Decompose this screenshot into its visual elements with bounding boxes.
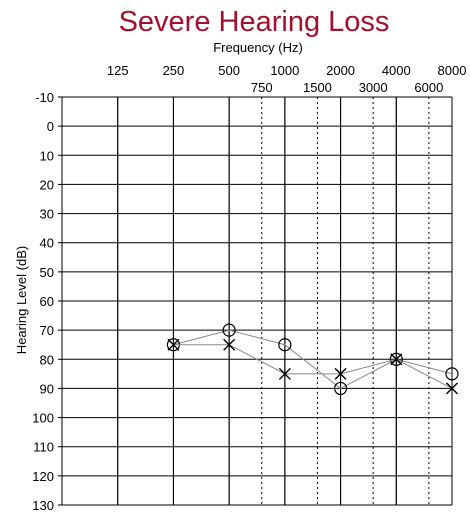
data-series <box>166 323 459 396</box>
series-line-circle <box>173 329 453 390</box>
x-tick-label-major: 125 <box>107 63 129 78</box>
y-tick-label: 120 <box>32 469 54 484</box>
x-marker-stroke <box>167 338 180 351</box>
data-point-circle <box>278 338 292 352</box>
y-tick-label: 90 <box>40 381 54 396</box>
tick-labels: -10 0 10 20 30 40 50 60 70 80 90 100 110 120 130 125 250… <box>32 63 466 513</box>
y-tick-label: -10 <box>35 90 54 105</box>
y-tick-label: 70 <box>40 323 54 338</box>
y-tick-label: 20 <box>40 177 54 192</box>
data-point-x <box>278 367 291 380</box>
y-tick-label: 130 <box>32 498 54 513</box>
series-line-x <box>173 344 453 389</box>
x-tick-label-major: 2000 <box>326 63 355 78</box>
x-tick-label-minor: 750 <box>251 80 273 95</box>
x-tick-label-major: 500 <box>218 63 240 78</box>
y-tick-label: 110 <box>33 440 54 455</box>
x-tick-label-major: 4000 <box>382 63 411 78</box>
x-marker-stroke <box>278 367 291 380</box>
data-point-circle <box>445 367 459 381</box>
x-marker-stroke <box>223 338 236 351</box>
chart-title: Severe Hearing Loss <box>119 6 390 38</box>
data-point-x <box>223 338 236 351</box>
grid <box>58 96 453 506</box>
y-tick-label: 40 <box>40 236 54 251</box>
x-marker-stroke <box>390 353 403 366</box>
x-tick-label-major: 250 <box>163 63 185 78</box>
x-tick-label-minor: 6000 <box>414 80 443 95</box>
data-point-x <box>334 367 347 380</box>
x-tick-label-major: 1000 <box>270 63 299 78</box>
data-point-x <box>446 382 458 395</box>
y-tick-label: 50 <box>40 265 54 280</box>
data-point-circle <box>222 323 236 337</box>
y-tick-label: 80 <box>40 352 54 367</box>
y-tick-label: 100 <box>32 411 54 426</box>
x-marker-stroke <box>334 367 347 380</box>
data-point-x <box>390 353 403 366</box>
x-marker-stroke <box>446 382 458 395</box>
data-point-circle <box>389 352 403 366</box>
y-axis-label: Hearing Level (dB) <box>14 246 29 354</box>
y-tick-label: 0 <box>47 119 54 134</box>
x-tick-label-minor: 3000 <box>359 80 388 95</box>
x-axis-label: Frequency (Hz) <box>213 40 303 55</box>
y-tick-label: 30 <box>40 207 54 222</box>
data-point-x <box>167 338 180 351</box>
y-tick-label: 10 <box>40 148 54 163</box>
data-point-circle <box>333 381 348 396</box>
y-tick-label: 60 <box>40 294 54 309</box>
x-tick-label-major: 8000 <box>438 63 467 78</box>
x-tick-label-minor: 1500 <box>303 80 332 95</box>
